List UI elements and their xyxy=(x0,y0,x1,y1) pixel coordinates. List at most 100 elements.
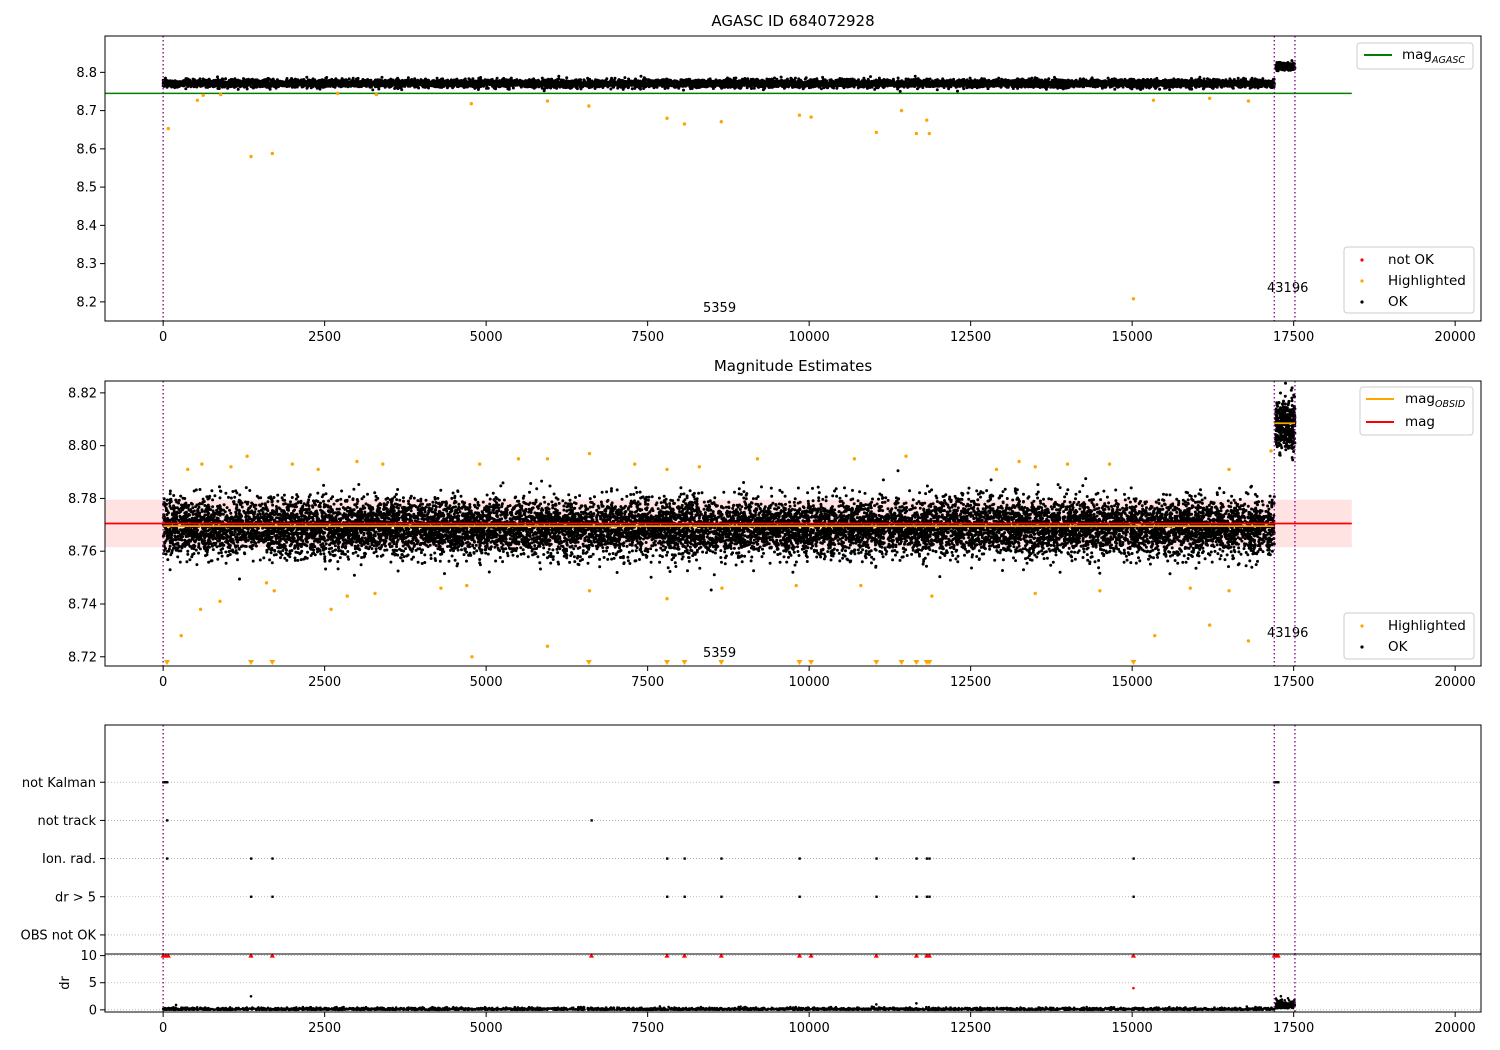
panel-magnitude-estimates: Magnitude Estimates 0 2500 5000 7500 10000 12… xyxy=(68,357,1482,690)
out-of-range-marker xyxy=(808,660,815,665)
highlighted-point xyxy=(1098,589,1102,593)
y-tick-label: 8.5 xyxy=(76,181,97,196)
highlighted-point xyxy=(373,591,377,596)
flag-point xyxy=(666,895,669,898)
dr-clipped-marker xyxy=(1275,953,1281,958)
highlighted-point xyxy=(587,589,592,593)
highlighted-point xyxy=(587,451,592,456)
ok-points-late xyxy=(1274,381,1297,462)
highlighted-point xyxy=(930,594,934,598)
y-tick-label: 8.6 xyxy=(76,142,97,157)
highlighted-point xyxy=(185,467,190,472)
flag-point xyxy=(271,857,274,860)
flag-point xyxy=(875,895,878,898)
highlighted-point xyxy=(587,104,591,108)
highlighted-point xyxy=(516,457,521,461)
highlighted-point xyxy=(665,116,669,120)
highlighted-point xyxy=(720,586,724,590)
flag-point xyxy=(925,857,929,860)
x-tick-label: 7500 xyxy=(631,330,664,345)
highlighted-point xyxy=(665,597,669,601)
x-tick-label: 2500 xyxy=(308,675,341,690)
panel-magnitude-legend-bottom: Highlighted OK xyxy=(1343,612,1475,660)
legend-label-mag-agasc: magAGASC xyxy=(1402,47,1465,66)
highlighted-point xyxy=(809,115,813,119)
ok-points xyxy=(161,469,1276,592)
out-of-range-marker xyxy=(913,660,920,665)
flag-label: not track xyxy=(37,814,96,829)
dr-clipped-marker xyxy=(926,953,932,958)
highlighted-point xyxy=(290,462,295,466)
dr-point xyxy=(249,994,253,998)
dr-clipped-marker xyxy=(588,953,595,958)
dr-clipped-marker xyxy=(796,953,803,958)
y-tick-label: 8.3 xyxy=(76,257,97,272)
flag-point xyxy=(720,895,723,898)
x-tick-label: 12500 xyxy=(950,675,991,690)
flag-point xyxy=(928,857,931,860)
highlighted-point xyxy=(201,93,205,97)
highlighted-point xyxy=(665,467,669,472)
panel-agasc-axes: 0 2500 5000 7500 10000 12500 15000 17500 20000 8.… xyxy=(76,66,1476,345)
panel-agasc-annotation-obsid-2: 43196 xyxy=(1267,281,1308,296)
highlighted-point xyxy=(633,462,637,466)
highlighted-point xyxy=(927,131,932,136)
highlighted-point xyxy=(477,462,482,466)
out-of-range-marker xyxy=(681,660,688,665)
y-tick-label: 10 xyxy=(80,949,97,964)
highlighted-point xyxy=(1153,633,1157,638)
highlighted-point xyxy=(1227,589,1231,593)
panel-magnitude-frame xyxy=(104,380,1482,667)
x-tick-label: 15000 xyxy=(1111,1021,1152,1036)
highlighted-point xyxy=(1107,462,1112,466)
highlighted-point xyxy=(545,99,550,103)
panel-dr: 0 2500 5000 7500 10000 12500 15000 17500 20000 0 5… xyxy=(58,949,1482,1036)
panel-agasc-title: AGASC ID 684072928 xyxy=(711,12,874,30)
flag-point xyxy=(925,895,929,898)
highlighted-point xyxy=(1246,99,1251,103)
highlighted-point xyxy=(1207,96,1212,101)
flag-point xyxy=(1277,781,1280,784)
highlighted-point xyxy=(329,607,333,611)
flag-label: not Kalman xyxy=(22,776,96,791)
dr-clipped-marker xyxy=(913,953,919,958)
panel-magnitude-annotation-obsid-2: 43196 xyxy=(1267,626,1308,641)
ok-points xyxy=(161,74,1276,93)
y-tick-label: 8.78 xyxy=(68,492,97,507)
flag-label: OBS not OK xyxy=(21,928,97,943)
highlighted-point xyxy=(465,583,469,588)
y-tick-label: 8.80 xyxy=(68,439,97,454)
dr-clipped-marker xyxy=(165,953,171,958)
panel-agasc: AGASC ID 684072928 0 2500 5000 7500 10000 125… xyxy=(76,12,1482,345)
y-tick-label: 5 xyxy=(89,976,97,991)
out-of-range-marker xyxy=(664,660,671,665)
highlighted-point xyxy=(914,131,919,136)
flag-point xyxy=(683,895,686,898)
flag-point xyxy=(164,781,167,784)
panel-flags-plot xyxy=(105,725,1481,954)
highlighted-point xyxy=(470,655,474,659)
flag-point xyxy=(683,857,686,860)
flag-point xyxy=(166,819,169,822)
flag-point xyxy=(798,857,801,860)
highlighted-point xyxy=(755,457,760,461)
x-tick-label: 20000 xyxy=(1434,330,1475,345)
out-of-range-marker xyxy=(796,660,803,665)
flag-point xyxy=(249,895,253,898)
y-tick-label: 8.82 xyxy=(68,386,97,401)
x-tick-label: 10000 xyxy=(788,1021,829,1036)
legend-label-mag: mag xyxy=(1405,414,1435,430)
dr-clipped-marker xyxy=(248,953,254,958)
x-tick-label: 20000 xyxy=(1434,675,1475,690)
flag-point xyxy=(1275,781,1278,784)
highlighted-point xyxy=(1017,459,1021,464)
highlighted-point xyxy=(1033,591,1037,596)
dr-clipped-marker xyxy=(718,953,724,958)
y-tick-label: 8.2 xyxy=(76,295,97,310)
dr-point xyxy=(875,1003,878,1006)
out-of-range-marker xyxy=(898,660,905,665)
highlighted-point xyxy=(1227,467,1231,472)
legend-swatch-ok xyxy=(1360,300,1364,304)
flag-point xyxy=(590,819,593,822)
x-tick-label: 12500 xyxy=(950,330,991,345)
